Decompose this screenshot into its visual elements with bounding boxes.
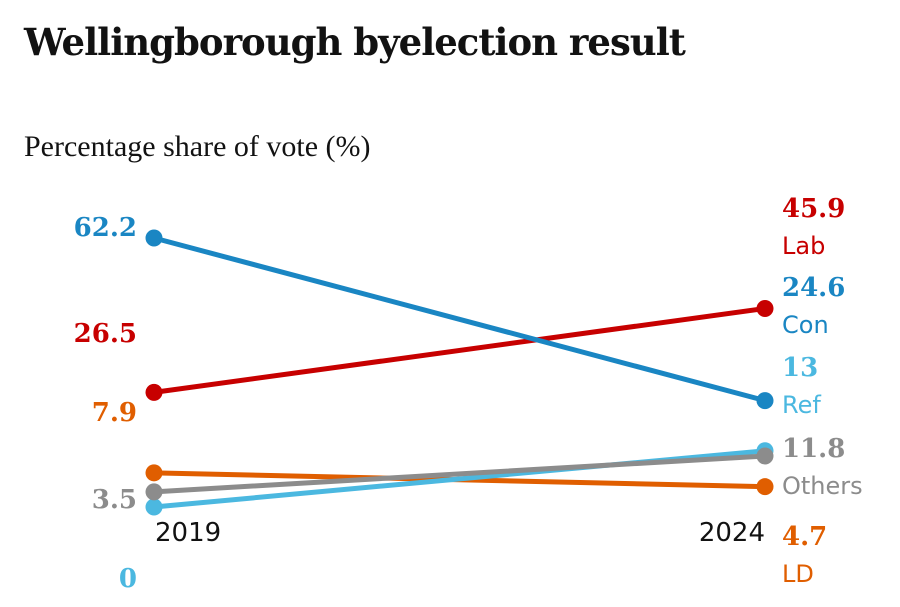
point-ld-2019 [145,464,163,482]
series-name-others: Others [782,472,863,500]
series-name-con: Con [782,311,829,339]
chart-subtitle: Percentage share of vote (%) [24,130,371,163]
point-others-2024 [756,447,774,465]
series-name-ld: LD [782,560,814,588]
value-label-con-2019: 62.2 [74,213,137,243]
value-label-others-2019: 3.5 [92,485,137,515]
value-label-ld-2019: 7.9 [92,398,137,428]
value-label-lab-2024: 45.9 [782,194,845,224]
point-lab-2019 [145,383,163,401]
x-tick-2019: 2019 [155,518,221,548]
value-label-ld-2024: 4.7 [782,522,827,552]
value-label-others-2024: 11.8 [782,434,845,464]
x-tick-2024: 2024 [699,518,765,548]
series-line-con [151,235,768,404]
point-con-2024 [756,392,774,410]
series-line-lab [151,305,768,395]
value-label-ref-2019: 0 [119,564,137,594]
value-label-ref-2024: 13 [782,353,818,383]
point-ref-2019 [145,498,163,516]
series-line-others [151,453,768,495]
point-ld-2024 [756,478,774,496]
chart-title: Wellingborough byelection result [24,20,686,64]
value-label-lab-2019: 26.5 [74,319,137,349]
series-name-ref: Ref [782,391,821,419]
point-lab-2024 [756,299,774,317]
value-label-con-2024: 24.6 [782,273,845,303]
point-con-2019 [145,229,163,247]
point-others-2019 [145,483,163,501]
series-name-lab: Lab [782,232,825,260]
